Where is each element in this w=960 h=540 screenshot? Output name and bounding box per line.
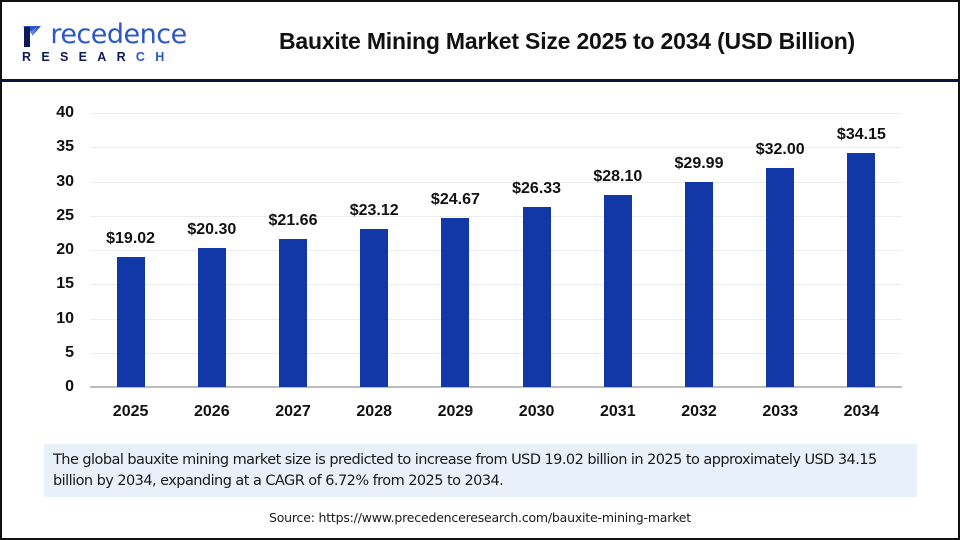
gridline [90, 113, 902, 114]
bar-2031 [603, 194, 632, 387]
bar-value-label: $20.30 [187, 220, 237, 238]
bar-2028 [360, 228, 389, 387]
y-axis-tick-label: 30 [56, 172, 74, 190]
x-axis-tick-label: 2027 [275, 403, 311, 420]
bar-value-label: $34.15 [836, 126, 886, 144]
gridline [90, 284, 902, 286]
x-axis-tick-label: 2028 [356, 403, 392, 420]
y-axis-tick-label: 5 [65, 343, 74, 361]
bar-2034 [847, 153, 876, 387]
x-axis-tick-label: 2031 [600, 403, 636, 420]
bar-value-label: $24.67 [430, 191, 480, 208]
y-axis-tick-label: 25 [56, 206, 74, 224]
source-citation: Source: https://www.precedenceresearch.c… [268, 510, 691, 525]
chart-description: The global bauxite mining market size is… [44, 444, 917, 497]
x-axis-tick-label: 2034 [843, 403, 880, 420]
gridline [90, 250, 902, 251]
bar-2025 [116, 256, 145, 387]
gridline [90, 215, 902, 217]
bar-chart: 0 5 10 15 20 25 30 35 40 $19.02 2025 $20.30 2026 $21.… [0, 82, 960, 432]
bar-value-label: $21.66 [268, 211, 318, 229]
y-axis-tick-label: 15 [56, 275, 74, 293]
x-axis-line [90, 386, 902, 388]
bar-value-label: $28.10 [593, 167, 643, 185]
bar-2029 [441, 218, 470, 387]
bar-value-label: $29.99 [674, 154, 724, 172]
header-divider [0, 79, 960, 82]
bar-value-label: $32.00 [755, 140, 805, 158]
y-axis-tick-label: 0 [65, 378, 74, 395]
y-axis-tick-label: 35 [56, 138, 74, 156]
gridline [90, 318, 902, 320]
gridline [90, 181, 902, 183]
x-axis-tick-label: 2030 [518, 403, 555, 420]
logo-wordmark: Precedence [50, 19, 187, 50]
bar-value-label: $19.02 [106, 229, 156, 247]
header: Precedence RESEARCH Bauxite Mining Marke… [2, 2, 958, 80]
bar-2027 [279, 238, 307, 387]
chart-title: Bauxite Mining Market Size 2025 to 2034 … [278, 28, 856, 54]
y-axis-tick-label: 40 [56, 104, 74, 121]
x-axis-tick-label: 2025 [112, 403, 149, 420]
precedence-research-logo: Precedence RESEARCH [19, 20, 187, 65]
x-axis-tick-label: 2033 [762, 403, 798, 420]
bar-2030 [522, 206, 551, 387]
bar-2033 [766, 167, 795, 387]
bar-2032 [685, 181, 713, 387]
x-axis-tick-label: 2029 [437, 403, 474, 420]
x-axis-tick-label: 2026 [194, 403, 230, 420]
x-axis-tick-label: 2032 [681, 403, 717, 420]
y-axis-tick-label: 20 [56, 241, 74, 258]
logo-arrow-icon [23, 26, 41, 47]
bar-value-label: $23.12 [349, 201, 399, 219]
bar-2026 [197, 247, 226, 387]
bar-value-label: $26.33 [512, 179, 562, 197]
gridline [90, 147, 902, 149]
logo-subtitle: RESEARCH [22, 50, 175, 64]
y-axis-tick-label: 10 [56, 309, 74, 327]
gridline [90, 352, 902, 354]
